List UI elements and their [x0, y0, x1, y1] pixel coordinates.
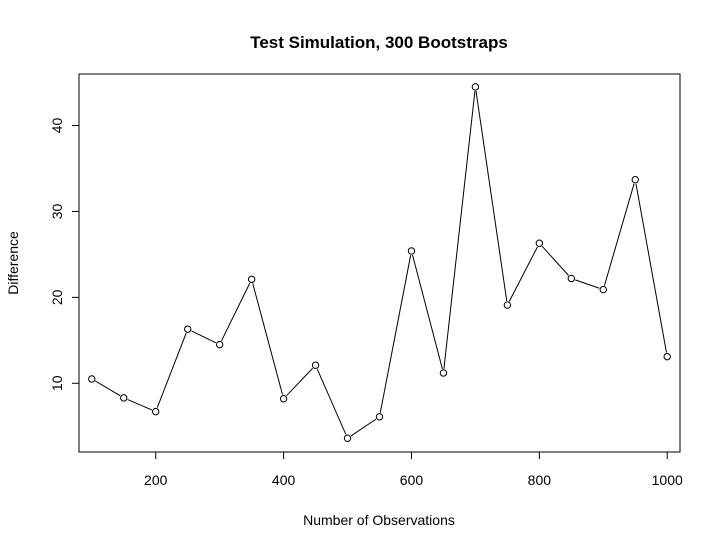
series-line-segment — [603, 183, 635, 286]
data-point — [503, 301, 512, 309]
data-point — [631, 175, 639, 184]
series-line-segment — [475, 90, 508, 302]
series-line-segment — [127, 399, 153, 411]
series-line-segment — [443, 91, 476, 369]
series-line-segment — [379, 255, 412, 413]
x-tick-label: 800 — [528, 472, 552, 488]
x-axis: 200 400 600 800 1000 — [144, 451, 683, 488]
series-line-segment — [541, 246, 569, 276]
series-line-segment — [412, 254, 443, 370]
series-line-segment — [95, 380, 121, 397]
y-tick-label: 20 — [49, 289, 65, 305]
data-point — [152, 407, 160, 416]
data-point — [439, 369, 448, 377]
y-tick-label: 40 — [49, 118, 65, 134]
data-point — [343, 434, 352, 442]
y-tick-label: 30 — [49, 203, 65, 219]
x-tick-label: 1000 — [652, 472, 683, 488]
x-axis-label: Number of Observations — [303, 512, 455, 528]
series-line-segment — [156, 332, 187, 408]
series-line-segment — [350, 418, 377, 437]
series-line-segment — [191, 330, 217, 344]
data-point — [88, 375, 96, 383]
data-point — [215, 340, 224, 349]
y-axis-label: Difference — [5, 231, 21, 295]
data-point — [407, 247, 416, 255]
series-line-segment — [508, 246, 538, 302]
series-line-segment — [635, 183, 667, 353]
data-point — [311, 361, 320, 369]
chart-title: Test Simulation, 300 Bootstraps — [250, 33, 508, 52]
data-point — [663, 352, 671, 361]
data-point — [279, 395, 288, 403]
y-axis: 10 20 30 40 — [49, 118, 80, 391]
series-layer — [88, 83, 671, 442]
data-point — [567, 274, 576, 283]
data-point — [247, 275, 256, 284]
y-tick-label: 10 — [49, 375, 65, 391]
series-line-segment — [252, 283, 283, 395]
data-point — [375, 413, 384, 421]
x-tick-label: 200 — [144, 472, 168, 488]
data-point — [183, 325, 192, 333]
series-line-segment — [316, 368, 347, 435]
x-tick-label: 600 — [400, 472, 424, 488]
data-point — [120, 394, 128, 402]
data-point — [535, 239, 544, 247]
plot-frame — [78, 73, 681, 453]
series-line-segment — [286, 367, 314, 397]
data-point — [471, 83, 480, 91]
series-line-segment — [575, 279, 600, 289]
x-tick-label: 400 — [272, 472, 296, 488]
series-line-segment — [221, 282, 251, 342]
data-point — [599, 285, 607, 294]
